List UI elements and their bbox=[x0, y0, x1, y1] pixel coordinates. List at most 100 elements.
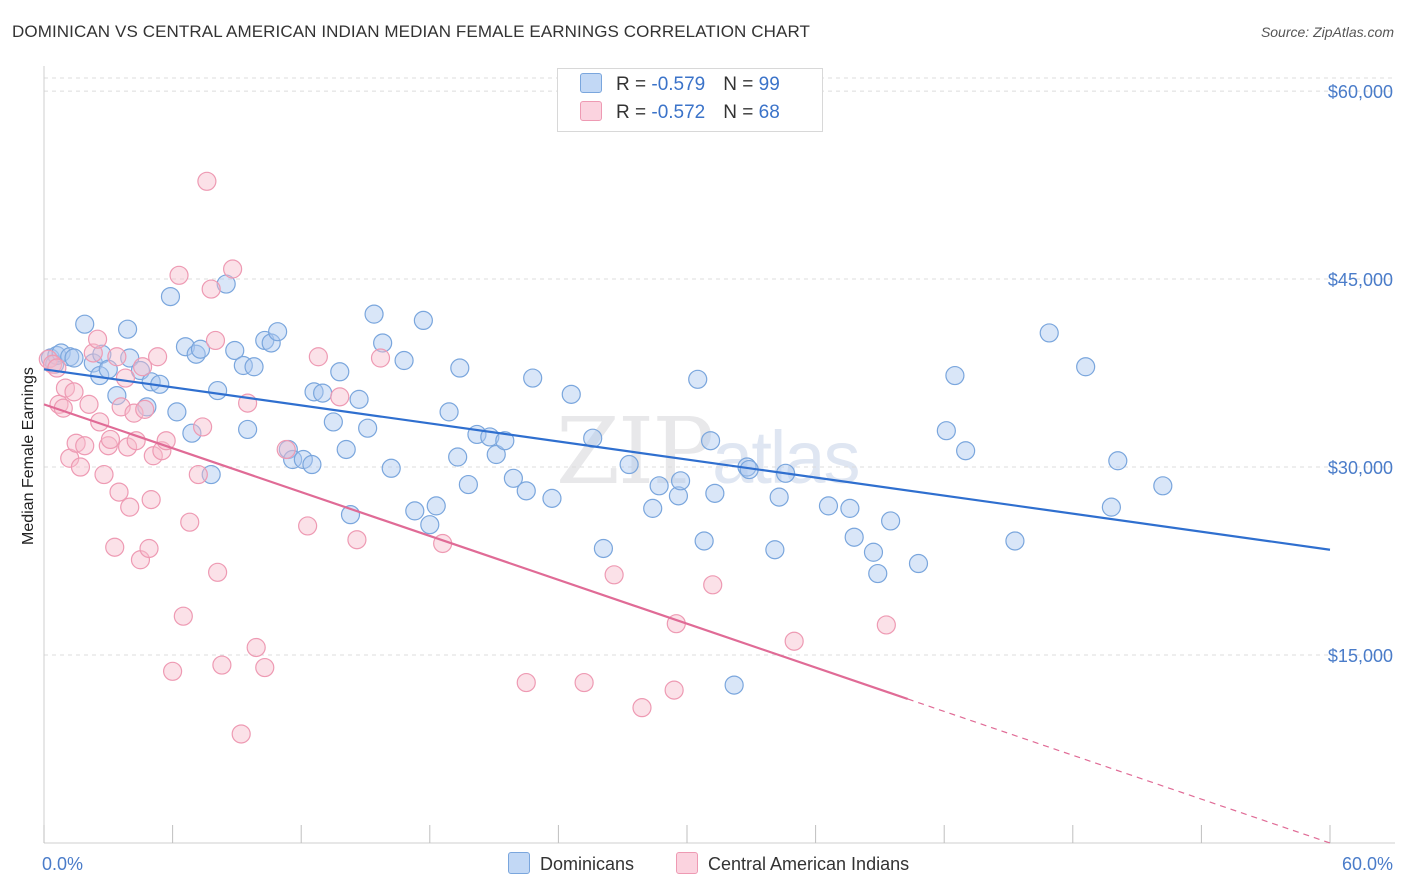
point-dominicans bbox=[863, 542, 884, 562]
axes bbox=[43, 66, 1395, 844]
point-dominicans bbox=[840, 498, 860, 518]
point-central-american-indians bbox=[370, 348, 391, 368]
y-axis-label: Median Female Earnings bbox=[20, 367, 37, 545]
point-central-american-indians bbox=[163, 661, 183, 681]
point-central-american-indians bbox=[347, 530, 367, 550]
point-central-american-indians bbox=[169, 265, 189, 285]
point-dominicans bbox=[593, 538, 614, 559]
point-dominicans bbox=[694, 531, 714, 551]
point-central-american-indians bbox=[255, 657, 275, 678]
point-dominicans bbox=[668, 486, 689, 506]
point-central-american-indians bbox=[79, 394, 99, 414]
bottom-legend-central-american-indians: Central American Indians bbox=[676, 852, 909, 875]
point-dominicans bbox=[765, 540, 785, 560]
point-dominicans bbox=[670, 471, 691, 491]
point-dominicans bbox=[313, 383, 333, 403]
point-dominicans bbox=[420, 515, 440, 535]
point-central-american-indians bbox=[64, 382, 84, 402]
point-dominicans bbox=[705, 483, 725, 503]
point-central-american-indians bbox=[193, 417, 213, 437]
point-central-american-indians bbox=[173, 606, 193, 626]
bottom-legend-label: Dominicans bbox=[540, 854, 635, 874]
legend-n-value: 68 bbox=[758, 102, 780, 123]
point-dominicans bbox=[244, 357, 264, 377]
point-dominicans bbox=[268, 322, 288, 342]
point-central-american-indians bbox=[876, 615, 896, 635]
point-central-american-indians bbox=[105, 537, 125, 557]
legend-r-label: R = bbox=[616, 102, 652, 123]
bottom-legend-label: Central American Indians bbox=[708, 854, 910, 874]
bottom-legend-swatch-blue bbox=[508, 852, 530, 874]
legend-swatch-pink bbox=[580, 101, 602, 121]
y-tick-label: $60,000 bbox=[1328, 82, 1393, 102]
trend-line-central-american-indians bbox=[43, 403, 909, 701]
source-label: Source: ZipAtlas.com bbox=[1260, 24, 1394, 40]
point-dominicans bbox=[182, 423, 202, 443]
point-dominicans bbox=[1153, 476, 1173, 496]
point-dominicans bbox=[1101, 497, 1121, 517]
point-dominicans bbox=[448, 447, 468, 467]
point-central-american-indians bbox=[308, 347, 328, 367]
legend-row-dominicans: R = -0.579 N = 99 bbox=[580, 73, 780, 101]
point-dominicans bbox=[619, 454, 639, 475]
series-central-american-indians bbox=[38, 171, 896, 744]
y-tick-label: $30,000 bbox=[1328, 458, 1393, 478]
point-dominicans bbox=[225, 340, 245, 361]
point-dominicans bbox=[643, 498, 663, 518]
point-dominicans bbox=[358, 418, 378, 438]
point-dominicans bbox=[649, 476, 669, 496]
point-central-american-indians bbox=[47, 358, 67, 378]
point-dominicans bbox=[458, 474, 478, 495]
point-dominicans bbox=[688, 369, 708, 389]
point-dominicans bbox=[945, 365, 965, 386]
legend-n-label: N = bbox=[723, 102, 759, 123]
point-central-american-indians bbox=[132, 357, 153, 377]
point-dominicans bbox=[426, 496, 446, 516]
legend-r-value: -0.579 bbox=[651, 74, 706, 95]
point-dominicans bbox=[700, 431, 721, 451]
point-central-american-indians bbox=[574, 672, 594, 693]
point-central-american-indians bbox=[664, 680, 684, 700]
point-dominicans bbox=[336, 439, 356, 460]
correlation-legend: R = -0.579 N = 99 R = -0.572 N = 68 bbox=[557, 68, 823, 132]
watermark-atlas: atlas bbox=[712, 416, 860, 499]
legend-n-value: 99 bbox=[758, 74, 780, 95]
point-dominicans bbox=[1005, 531, 1025, 551]
point-central-american-indians bbox=[115, 368, 136, 388]
bottom-legend-dominicans: Dominicans bbox=[508, 852, 634, 875]
point-central-american-indians bbox=[231, 724, 251, 744]
legend-r-label: R = bbox=[616, 74, 652, 95]
point-dominicans bbox=[818, 496, 839, 516]
point-central-american-indians bbox=[298, 516, 318, 536]
point-dominicans bbox=[283, 449, 303, 470]
point-dominicans bbox=[936, 421, 956, 441]
point-dominicans bbox=[844, 527, 864, 547]
point-central-american-indians bbox=[208, 562, 228, 582]
point-central-american-indians bbox=[188, 464, 208, 485]
point-dominicans bbox=[956, 441, 976, 461]
point-central-american-indians bbox=[87, 329, 108, 349]
point-central-american-indians bbox=[223, 259, 243, 279]
point-central-american-indians bbox=[276, 439, 296, 460]
point-central-american-indians bbox=[784, 631, 804, 651]
point-central-american-indians bbox=[147, 347, 168, 367]
point-dominicans bbox=[868, 563, 888, 584]
trend-line-dominicans bbox=[43, 368, 1331, 551]
point-central-american-indians bbox=[197, 171, 217, 191]
point-central-american-indians bbox=[139, 538, 159, 559]
point-central-american-indians bbox=[246, 637, 266, 658]
point-dominicans bbox=[413, 310, 433, 331]
point-central-american-indians bbox=[120, 497, 140, 517]
point-central-american-indians bbox=[632, 698, 652, 718]
legend-row-central-american-indians: R = -0.572 N = 68 bbox=[580, 101, 780, 129]
point-dominicans bbox=[381, 458, 401, 478]
point-dominicans bbox=[160, 286, 181, 307]
legend-n-label: N = bbox=[723, 74, 759, 95]
point-dominicans bbox=[117, 319, 138, 339]
point-dominicans bbox=[450, 358, 470, 378]
x-tick-label-min: 0.0% bbox=[42, 854, 83, 874]
point-central-american-indians bbox=[201, 279, 221, 299]
point-central-american-indians bbox=[516, 672, 536, 693]
chart-title: DOMINICAN VS CENTRAL AMERICAN INDIAN MED… bbox=[12, 22, 810, 41]
